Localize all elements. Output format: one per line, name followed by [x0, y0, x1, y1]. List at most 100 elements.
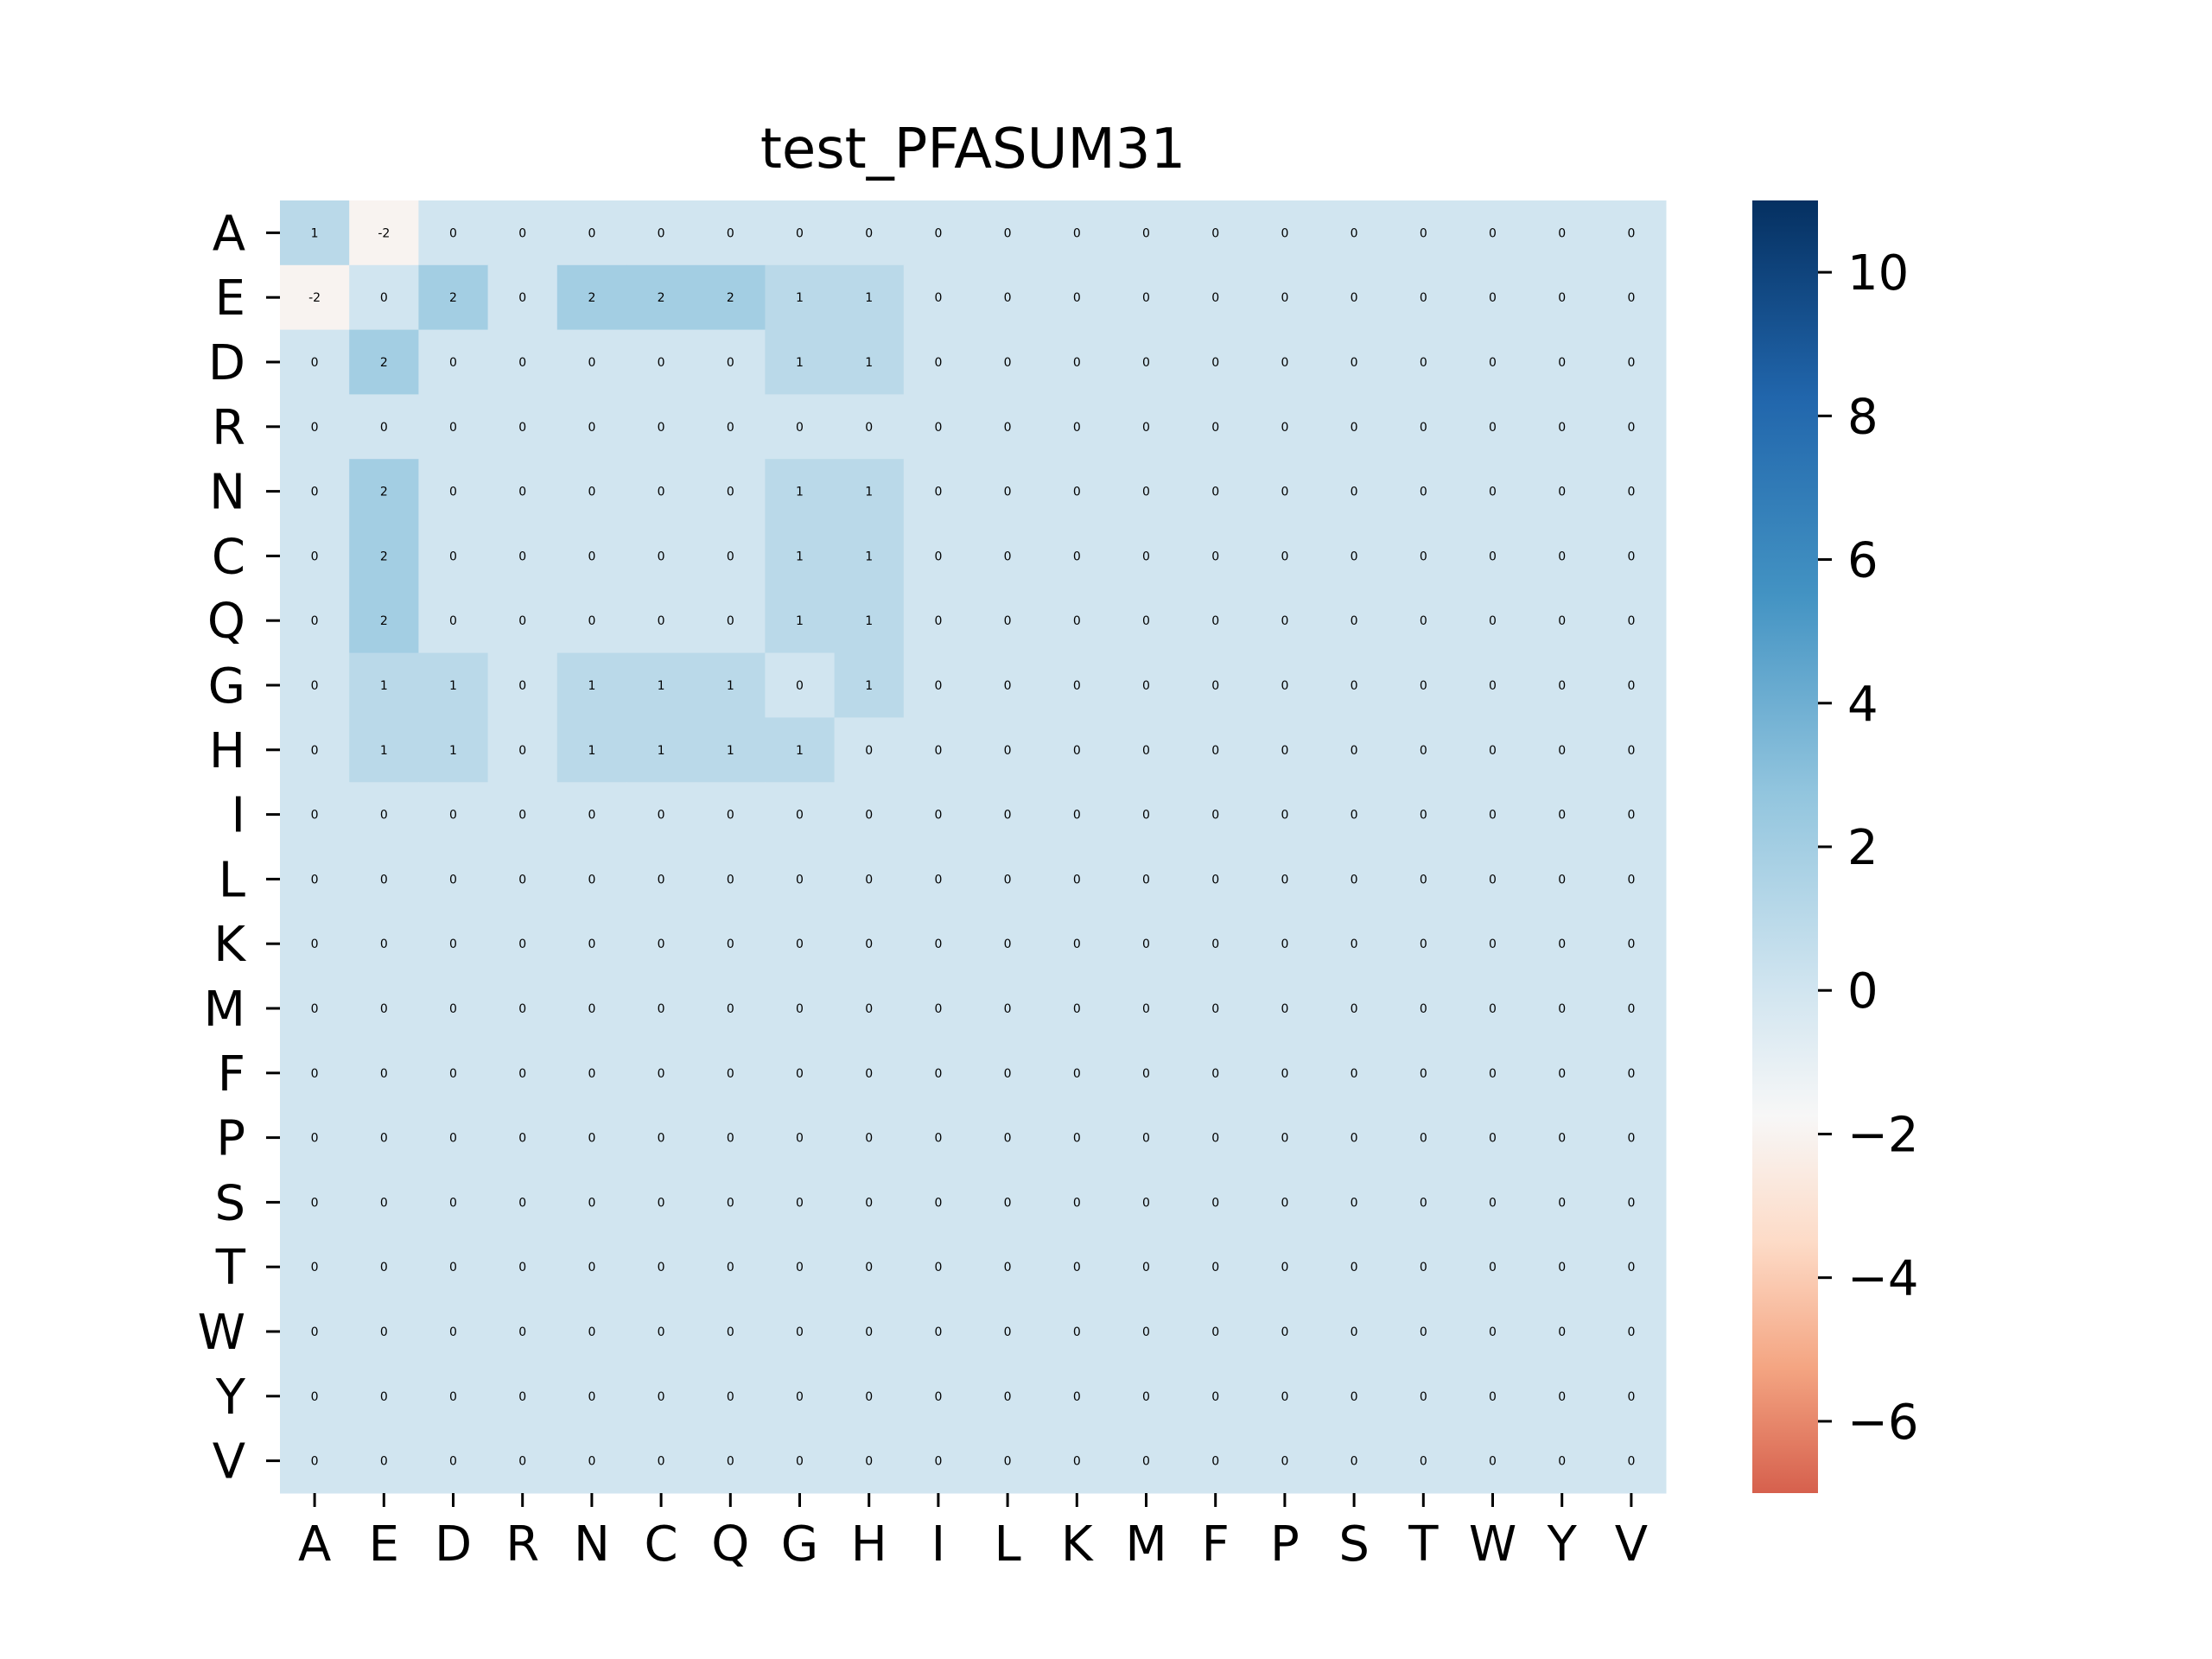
cell-value-label: 0: [449, 1132, 457, 1146]
cell-value-label: 0: [658, 614, 665, 628]
heatmap-cell: [696, 847, 766, 912]
cell-value-label: 0: [518, 1002, 526, 1016]
cell-value-label: 0: [1142, 356, 1150, 370]
cell-value-label: 0: [934, 421, 942, 435]
heatmap-cell: [1111, 1363, 1182, 1429]
cell-value-label: 0: [1281, 1132, 1288, 1146]
cell-value-label: 0: [588, 1132, 595, 1146]
cell-value-label: 0: [518, 614, 526, 628]
cell-value-label: 0: [1004, 421, 1012, 435]
cell-value-label: 0: [1489, 1196, 1497, 1210]
heatmap-cell: [1389, 1234, 1459, 1300]
cell-value-label: 0: [727, 356, 734, 370]
cell-value-label: 0: [1489, 291, 1497, 305]
heatmap-cell: [834, 847, 905, 912]
cell-value-label: 0: [1558, 291, 1566, 305]
cell-value-label: 0: [311, 679, 319, 693]
heatmap-cell: [903, 1428, 974, 1494]
cell-value-label: 0: [518, 291, 526, 305]
cell-value-label: 0: [1351, 938, 1358, 951]
cell-value-label: 0: [518, 1261, 526, 1274]
x-tick-label: F: [1202, 1516, 1230, 1573]
heatmap-cell: [349, 782, 419, 848]
heatmap-cell: [1249, 588, 1320, 654]
cell-value-label: 0: [1281, 1067, 1288, 1081]
heatmap-cell: [1596, 1234, 1667, 1300]
heatmap-cell: [280, 1234, 350, 1300]
heatmap-cell: [903, 459, 974, 524]
cell-value-label: 0: [1351, 226, 1358, 240]
heatmap-cell: [1596, 1040, 1667, 1106]
cell-value-label: 0: [1073, 679, 1081, 693]
heatmap-cell: [487, 976, 558, 1041]
x-tick-label: L: [994, 1516, 1020, 1573]
heatmap-cell: [1527, 524, 1598, 589]
cell-value-label: 0: [1073, 1325, 1081, 1339]
heatmap-cell: [1180, 459, 1251, 524]
heatmap-cell: [973, 329, 1043, 395]
heatmap-cell: [1596, 524, 1667, 589]
cell-value-label: 0: [727, 1390, 734, 1404]
heatmap-cell: [1180, 911, 1251, 977]
heatmap-cell: [1389, 200, 1459, 266]
heatmap-cell: [1180, 1170, 1251, 1236]
heatmap-cell: [973, 588, 1043, 654]
cell-value-label: 0: [1558, 1390, 1566, 1404]
y-tick-label: A: [213, 206, 245, 262]
cell-value-label: 0: [1073, 873, 1081, 887]
heatmap-cell: [349, 652, 419, 718]
heatmap-cell: [696, 524, 766, 589]
x-tick-label: D: [435, 1516, 472, 1573]
cell-value-label: 0: [1558, 938, 1566, 951]
y-tick-label: M: [204, 982, 245, 1038]
heatmap-cell: [280, 976, 350, 1041]
heatmap-cell: [1527, 652, 1598, 718]
heatmap-cell: [1111, 394, 1182, 460]
cell-value-label: 0: [588, 1002, 595, 1016]
heatmap-cell: [903, 1040, 974, 1106]
heatmap-cell: [418, 329, 489, 395]
heatmap-cell: [1596, 911, 1667, 977]
x-tick-label: A: [298, 1516, 331, 1573]
heatmap-cell: [1389, 264, 1459, 331]
cell-value-label: 0: [1627, 809, 1635, 823]
heatmap-cell: [834, 1040, 905, 1106]
heatmap-cell: [626, 1170, 696, 1236]
heatmap-cell: [280, 911, 350, 977]
cell-value-label: 0: [1142, 744, 1150, 758]
cell-value-label: 0: [1281, 291, 1288, 305]
y-tick-label: T: [215, 1240, 246, 1296]
heatmap-cell: [973, 652, 1043, 718]
cell-value-label: 0: [1351, 1002, 1358, 1016]
cell-value-label: 0: [518, 1132, 526, 1146]
cell-value-label: 0: [865, 744, 873, 758]
y-tick-label: P: [216, 1111, 245, 1167]
heatmap-cell: [1596, 200, 1667, 266]
cell-value-label: 0: [1004, 1325, 1012, 1339]
cell-value-label: 0: [588, 1067, 595, 1081]
cell-value-label: 0: [1489, 1067, 1497, 1081]
cell-value-label: 0: [1627, 679, 1635, 693]
cell-value-label: 0: [1142, 809, 1150, 823]
cell-value-label: 2: [380, 550, 388, 563]
heatmap-cell: [1458, 1363, 1529, 1429]
heatmap-cell: [1596, 588, 1667, 654]
y-tick-label: N: [209, 465, 245, 521]
heatmap-cell: [696, 200, 766, 266]
heatmap-cell: [696, 264, 766, 331]
cell-value-label: 1: [796, 614, 804, 628]
heatmap-cell: [487, 588, 558, 654]
cell-value-label: -2: [378, 226, 390, 240]
cell-value-label: 0: [1627, 1261, 1635, 1274]
cell-value-label: 0: [727, 1002, 734, 1016]
heatmap-cell: [1458, 911, 1529, 977]
cell-value-label: 0: [934, 1261, 942, 1274]
heatmap-cell: [1042, 588, 1112, 654]
heatmap-cell: [1527, 459, 1598, 524]
heatmap-cell: [1527, 1363, 1598, 1429]
cell-value-label: 0: [1073, 356, 1081, 370]
cell-value-label: 0: [658, 1325, 665, 1339]
cell-value-label: 0: [1211, 744, 1219, 758]
cell-value-label: 0: [1420, 1390, 1427, 1404]
